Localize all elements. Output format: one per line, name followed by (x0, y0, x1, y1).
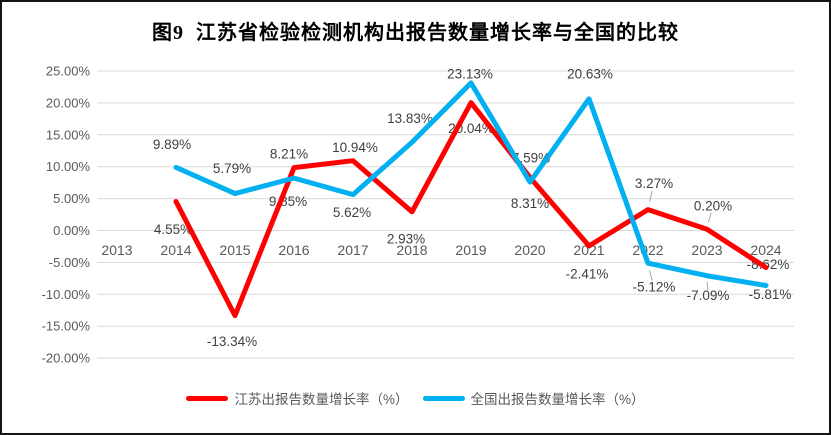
data-label: 2.93% (387, 231, 425, 246)
jiangsu-series-line (173, 100, 769, 319)
y-axis-tick-label: 25.00% (46, 64, 91, 79)
y-axis-tick-label: -10.00% (42, 287, 91, 302)
y-axis-tick-label: 10.00% (46, 159, 91, 174)
x-axis-tick-label: 2014 (160, 242, 191, 258)
data-label: 0.20% (694, 199, 732, 214)
legend-label-jiangsu: 江苏出报告数量增长率（%） (234, 392, 409, 407)
x-axis-tick-label: 2022 (632, 242, 663, 258)
data-label: 7.59% (512, 151, 550, 166)
data-label: -13.34% (207, 334, 257, 349)
x-axis-tick-label: 2015 (219, 242, 250, 258)
chart-title: 图9 江苏省检验检测机构出报告数量增长率与全国的比较 (152, 22, 679, 44)
label-leader-line (649, 270, 653, 281)
data-label: 5.62% (333, 205, 371, 220)
data-label: 10.94% (332, 140, 378, 155)
x-axis-tick-label: 2019 (455, 242, 486, 258)
data-label: 5.79% (213, 161, 251, 176)
y-axis-tick-label: -5.00% (49, 255, 91, 270)
legend-label-national: 全国出报告数量增长率（%） (470, 392, 645, 407)
y-axis-tick-label: 5.00% (53, 191, 90, 206)
x-axis-tick-label: 2018 (396, 242, 427, 258)
data-label: -7.09% (687, 288, 730, 303)
data-label: 23.13% (447, 66, 493, 81)
data-label: 8.21% (270, 147, 308, 162)
y-axis-tick-label: 0.00% (53, 223, 90, 238)
x-axis-tick-label: 2020 (514, 242, 545, 258)
data-label: 8.31% (511, 196, 549, 211)
data-label: 9.85% (269, 194, 307, 209)
y-axis-tick-label: -20.00% (42, 351, 91, 366)
y-axis-tick-label: -15.00% (42, 319, 91, 334)
x-axis-tick-label: 2024 (750, 242, 781, 258)
data-label: -2.41% (566, 266, 609, 281)
data-label: 3.27% (635, 176, 673, 191)
x-axis-tick-label: 2013 (101, 242, 132, 258)
data-label: 9.89% (153, 137, 191, 152)
jiangsu-line-swatch-icon (186, 395, 229, 401)
data-label: -5.12% (633, 280, 676, 295)
data-label: 4.55% (154, 222, 192, 237)
data-label: -5.81% (749, 287, 792, 302)
legend-item-national: 全国出报告数量增长率（%） (422, 388, 645, 408)
y-axis-tick-label: 20.00% (46, 95, 91, 110)
data-label: 20.63% (567, 66, 613, 81)
national-line-swatch-icon (422, 395, 465, 401)
x-axis-tick-label: 2023 (691, 242, 722, 258)
legend: 江苏出报告数量增长率（%） 全国出报告数量增长率（%） (2, 388, 829, 408)
x-axis-tick-label: 2016 (278, 242, 309, 258)
y-axis-tick-label: 15.00% (46, 127, 91, 142)
data-label: 13.83% (387, 111, 433, 126)
x-axis-tick-label: 2021 (573, 242, 604, 258)
label-leader-line (708, 212, 712, 223)
legend-item-jiangsu: 江苏出报告数量增长率（%） (186, 388, 409, 408)
label-leader-line (649, 190, 653, 202)
national-series-line (173, 80, 769, 288)
x-axis-tick-label: 2017 (337, 242, 368, 258)
